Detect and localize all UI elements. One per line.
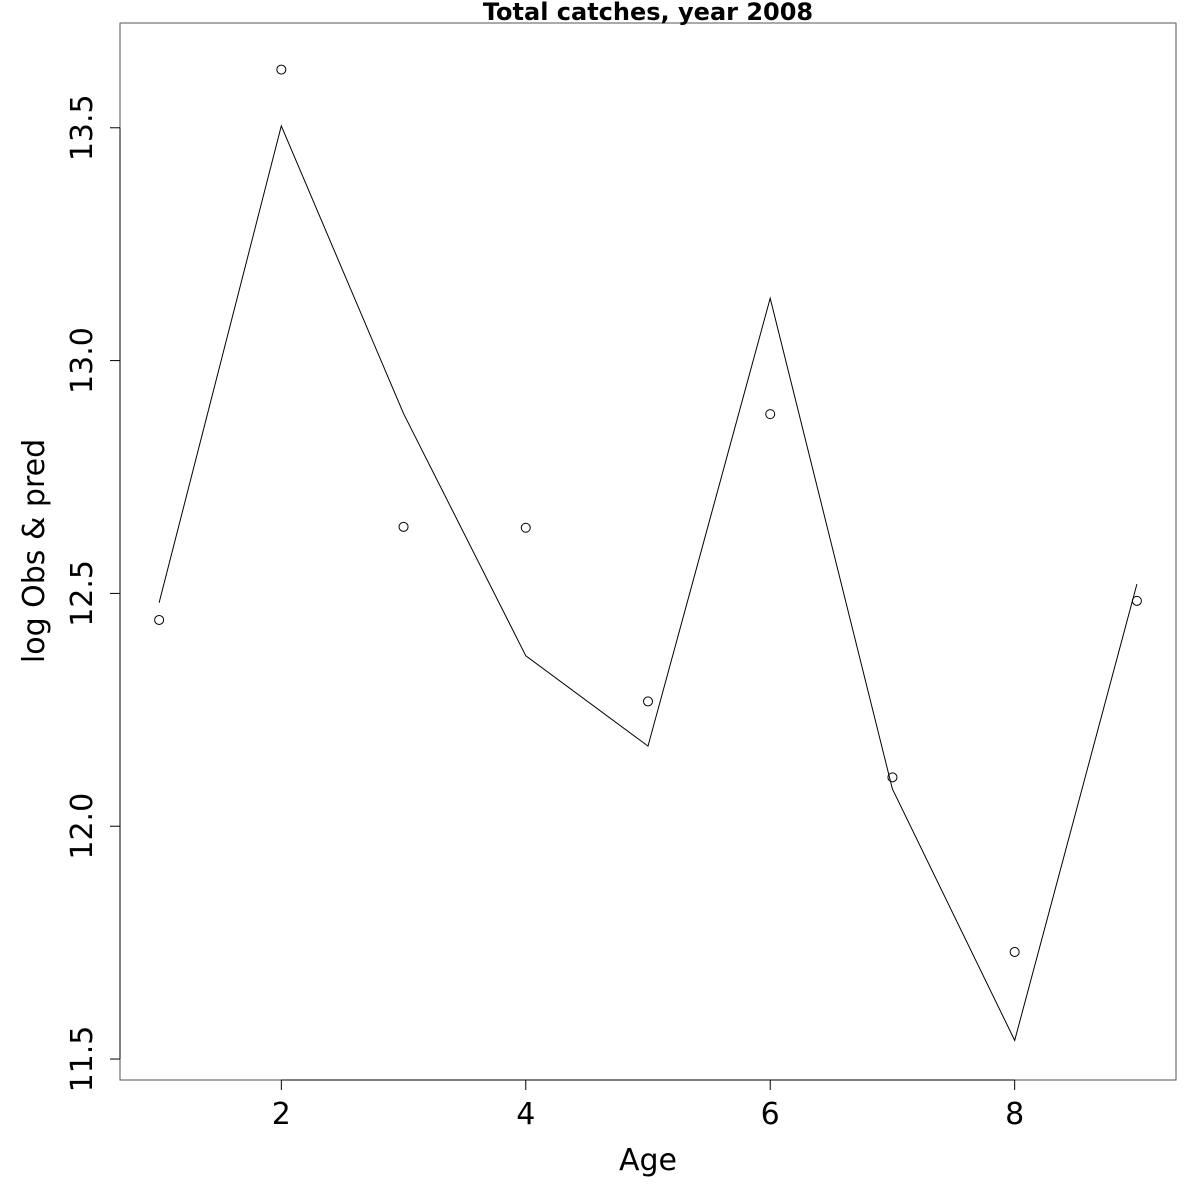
x-tick-label: 8: [1005, 1097, 1024, 1132]
observed-point: [1009, 946, 1020, 957]
x-axis-label: Age: [619, 1143, 677, 1178]
y-tick-label: 13.5: [65, 94, 100, 161]
y-tick-label: 13.0: [65, 327, 100, 394]
series-layer: [154, 64, 1142, 1042]
observed-point: [154, 614, 165, 625]
y-axis: 11.5 12.0 12.5 13.0 13.5: [65, 94, 121, 1093]
predicted-line: [158, 124, 1138, 1042]
observed-point: [643, 696, 653, 707]
x-axis: 2 4 6 8: [272, 1079, 1024, 1132]
x-tick-label: 2: [272, 1097, 291, 1132]
chart-title: Total catches, year 2008: [483, 0, 813, 26]
x-tick-label: 6: [761, 1097, 780, 1132]
y-axis-label: log Obs & pred: [17, 439, 52, 663]
y-tick-label: 12.5: [65, 560, 100, 627]
observed-point: [520, 522, 531, 533]
y-tick-label: 12.0: [65, 793, 100, 860]
observed-point: [276, 64, 287, 75]
y-tick-label: 11.5: [65, 1026, 100, 1093]
observed-point: [887, 772, 898, 783]
observed-point: [398, 521, 409, 532]
observed-point: [765, 409, 776, 420]
x-tick-label: 4: [516, 1097, 535, 1132]
